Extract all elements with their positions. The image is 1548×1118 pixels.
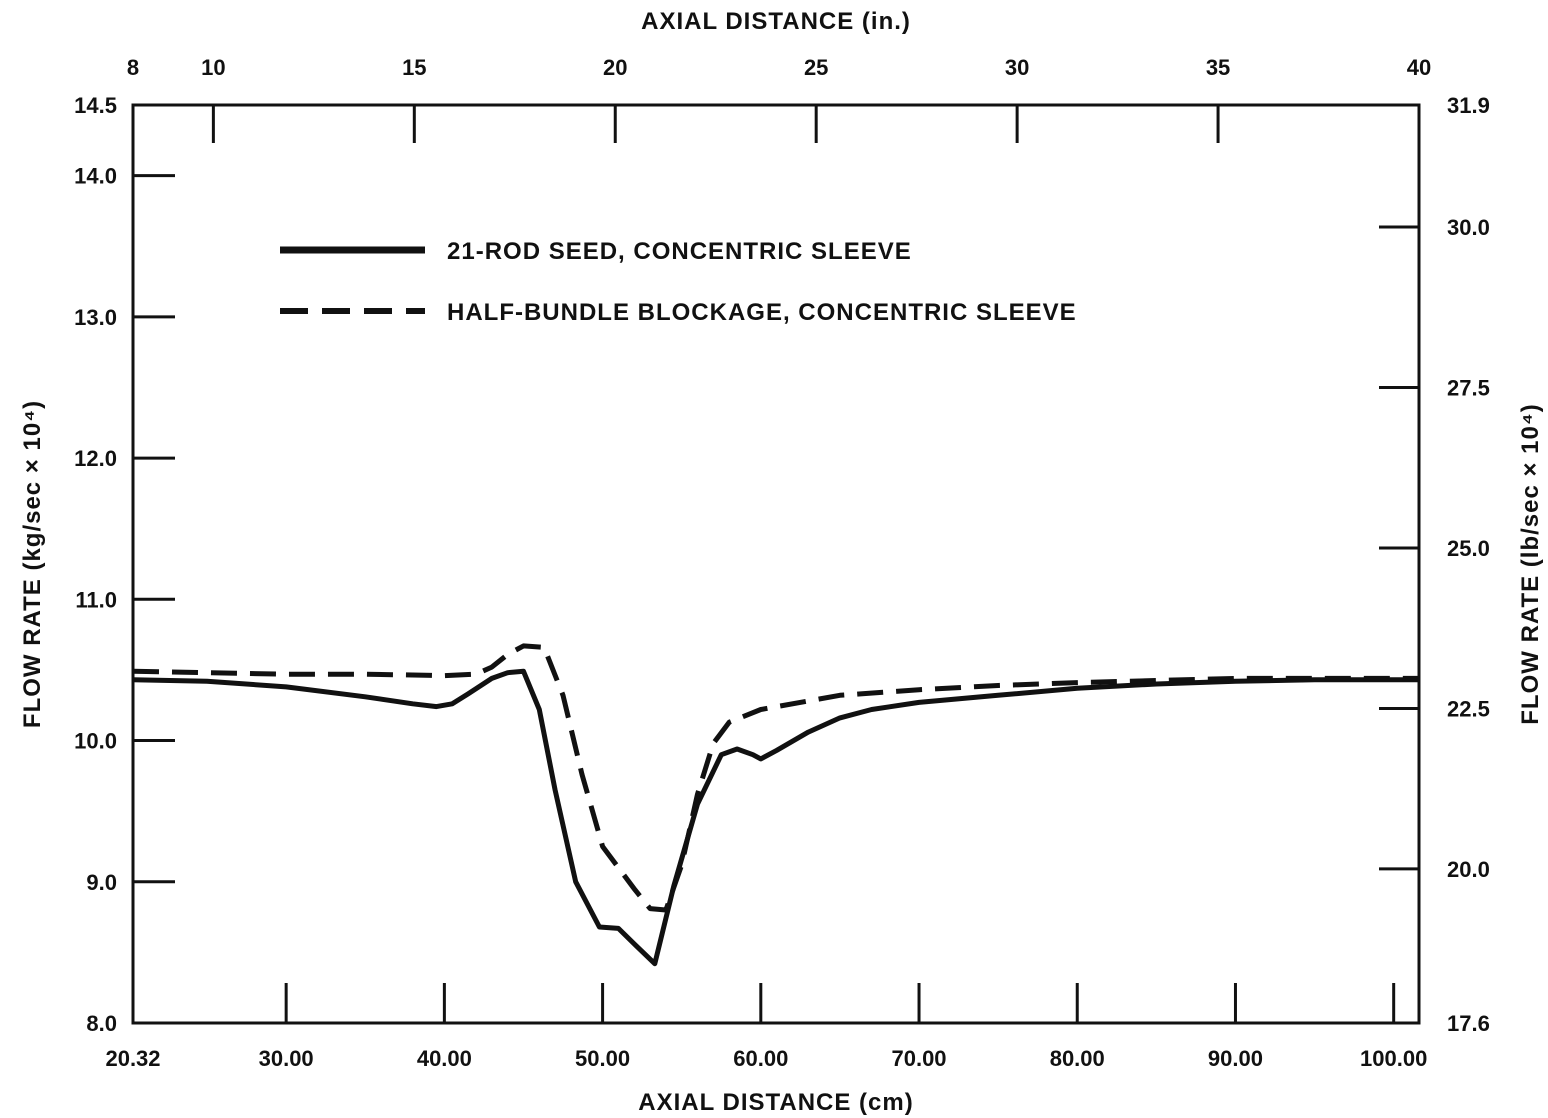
y-ticks-right: 17.6 20.0 22.5 25.0 27.5 30.0 31.9 xyxy=(1379,93,1490,1036)
y-tick-left-label: 13.0 xyxy=(74,305,117,330)
y-ticks-left: 8.0 9.0 10.0 11.0 12.0 13.0 14.0 14.5 xyxy=(74,93,175,1036)
series-line-half-bundle-blockage xyxy=(132,643,1419,913)
x-axis-title-bottom: AXIAL DISTANCE (cm) xyxy=(638,1089,913,1116)
y-tick-right-label: 30.0 xyxy=(1447,215,1490,240)
x-tick-top-label: 15 xyxy=(402,55,426,80)
plot-frame xyxy=(131,103,1421,1025)
x-tick-top-label: 10 xyxy=(201,55,225,80)
x-ticks-top: 8 10 15 20 25 30 35 40 xyxy=(127,55,1431,143)
y-axis-title-right: FLOW RATE (lb/sec × 10⁴) xyxy=(1517,403,1544,724)
legend: 21-ROD SEED, CONCENTRIC SLEEVE HALF-BUND… xyxy=(280,238,1077,326)
x-tick-bottom-label: 90.00 xyxy=(1208,1046,1263,1071)
y-tick-left-label: 10.0 xyxy=(74,729,117,754)
x-tick-bottom-label: 20.32 xyxy=(105,1046,160,1071)
x-tick-top-label: 8 xyxy=(127,55,139,80)
y-tick-left-label: 8.0 xyxy=(86,1011,117,1036)
x-tick-top-label: 40 xyxy=(1407,55,1431,80)
y-tick-left-label: 11.0 xyxy=(75,587,117,612)
y-tick-right-label: 20.0 xyxy=(1447,857,1490,882)
x-tick-top-label: 25 xyxy=(804,55,828,80)
y-tick-left-label: 14.0 xyxy=(74,164,117,189)
x-tick-top-label: 20 xyxy=(603,55,627,80)
x-tick-bottom-label: 50.00 xyxy=(575,1046,630,1071)
x-tick-bottom-label: 30.00 xyxy=(259,1046,314,1071)
x-ticks-bottom: 20.32 30.00 40.00 50.00 60.00 70.00 80.00 90.00… xyxy=(105,983,1427,1071)
x-tick-bottom-label: 80.00 xyxy=(1050,1046,1105,1071)
series-layer xyxy=(132,643,1419,967)
legend-label-solid: 21-ROD SEED, CONCENTRIC SLEEVE xyxy=(447,238,912,265)
y-tick-right-label: 17.6 xyxy=(1447,1011,1490,1036)
x-tick-bottom-label: 100.00 xyxy=(1360,1046,1427,1071)
x-tick-bottom-label: 70.00 xyxy=(891,1046,946,1071)
y-tick-left-label: 12.0 xyxy=(74,446,117,471)
x-tick-top-label: 30 xyxy=(1005,55,1029,80)
y-tick-right-label: 31.9 xyxy=(1447,93,1490,118)
y-tick-right-label: 27.5 xyxy=(1447,375,1490,400)
legend-label-dashed: HALF-BUNDLE BLOCKAGE, CONCENTRIC SLEEVE xyxy=(447,299,1077,326)
y-tick-left-label: 9.0 xyxy=(86,870,117,895)
x-tick-bottom-label: 60.00 xyxy=(733,1046,788,1071)
x-tick-bottom-label: 40.00 xyxy=(417,1046,472,1071)
y-tick-left-label: 14.5 xyxy=(74,93,117,118)
y-axis-title-left: FLOW RATE (kg/sec × 10⁴) xyxy=(19,400,46,728)
y-tick-right-label: 25.0 xyxy=(1447,536,1490,561)
x-axis-title-top: AXIAL DISTANCE (in.) xyxy=(641,8,911,35)
x-tick-top-label: 35 xyxy=(1206,55,1230,80)
series-line-21-rod-seed xyxy=(132,668,1419,967)
y-tick-right-label: 22.5 xyxy=(1447,696,1490,721)
